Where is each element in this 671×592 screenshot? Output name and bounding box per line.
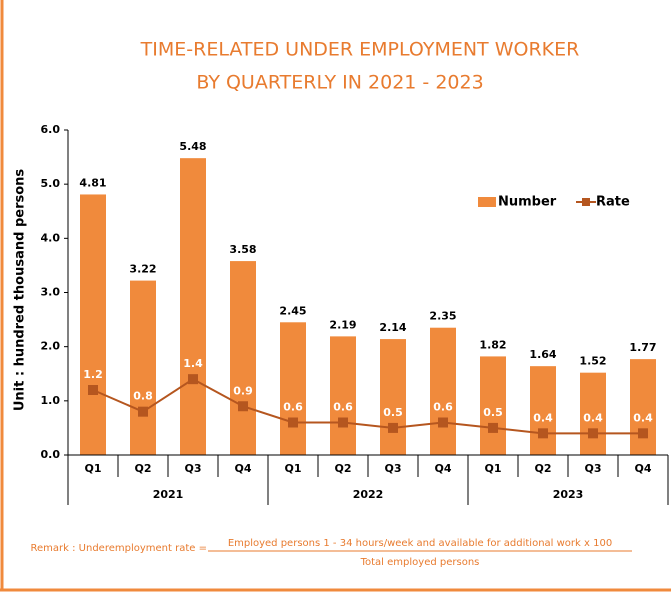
group-label: 2022 [353, 488, 384, 501]
x-tick-label: Q4 [434, 462, 451, 475]
rate-marker [488, 422, 498, 433]
group-label: 2021 [153, 488, 184, 501]
bar-value-label: 2.45 [279, 304, 306, 317]
bar [80, 194, 106, 456]
rate-line [92, 378, 643, 435]
bar-value-label: 1.82 [479, 338, 506, 351]
rate-marker [188, 374, 198, 385]
x-tick-label: Q4 [634, 462, 651, 475]
rate-marker [538, 428, 548, 439]
x-tick-label: Q3 [384, 462, 401, 475]
rate-value-label: 0.6 [333, 401, 353, 414]
rate-value-label: 0.9 [233, 384, 253, 397]
rate-value-label: 0.4 [533, 411, 553, 424]
y-axis-label: Unit : hundred thousand persons [13, 169, 28, 412]
bar-value-label: 2.35 [429, 310, 456, 323]
bar [380, 339, 406, 455]
rate-value-label: 1.4 [183, 357, 203, 370]
bar [280, 322, 306, 455]
bar-value-label: 3.58 [229, 243, 256, 256]
bar [480, 356, 506, 455]
legend-marker [582, 198, 590, 206]
y-tick-label: 1.0 [41, 394, 61, 407]
rate-value-label: 0.6 [283, 401, 303, 414]
legend-swatch [478, 197, 496, 207]
rate-marker [88, 385, 98, 395]
x-tick-label: Q1 [284, 462, 301, 475]
rate-marker [288, 417, 298, 428]
x-tick-label: Q2 [134, 462, 151, 475]
rate-marker [588, 428, 598, 439]
y-tick-label: 0.0 [41, 448, 61, 461]
bar-value-label: 5.48 [179, 140, 206, 153]
rate-value-label: 0.4 [583, 411, 603, 424]
rate-value-label: 0.6 [433, 401, 453, 414]
group-label: 2023 [553, 488, 584, 501]
bar-value-label: 2.19 [329, 318, 356, 331]
rate-value-label: 0.5 [483, 406, 503, 419]
bar [330, 336, 356, 455]
rate-marker [388, 422, 398, 433]
bar [230, 261, 256, 455]
rate-marker [438, 417, 448, 428]
rate-value-label: 1.2 [83, 368, 103, 381]
bar [130, 280, 156, 455]
rate-value-label: 0.4 [633, 411, 653, 424]
legend-label: Number [498, 195, 557, 210]
x-tick-label: Q2 [534, 462, 551, 475]
remark-denominator: Total employed persons [360, 557, 480, 568]
chart-title: TIME-RELATED UNDER EMPLOYMENT WORKER [140, 39, 580, 61]
rate-marker [238, 401, 248, 412]
bar-value-label: 1.64 [529, 348, 556, 361]
x-tick-label: Q1 [484, 462, 501, 475]
x-tick-label: Q4 [234, 462, 251, 475]
y-tick-label: 2.0 [41, 340, 61, 353]
chart-title: BY QUARTERLY IN 2021 - 2023 [196, 72, 483, 94]
x-tick-label: Q2 [334, 462, 351, 475]
legend-label: Rate [596, 195, 630, 210]
bar [580, 372, 606, 455]
rate-value-label: 0.5 [383, 406, 403, 419]
rate-marker [638, 428, 648, 439]
y-tick-label: 4.0 [41, 231, 61, 244]
remark-numerator: Employed persons 1 - 34 hours/week and a… [228, 538, 612, 549]
rate-value-label: 0.8 [133, 390, 153, 403]
bar-value-label: 1.77 [629, 341, 656, 354]
x-tick-label: Q1 [84, 462, 101, 475]
x-tick-label: Q3 [584, 462, 601, 475]
x-tick-label: Q3 [184, 462, 201, 475]
bar-value-label: 2.14 [379, 321, 406, 334]
bar [530, 366, 556, 455]
bar-value-label: 4.81 [79, 176, 106, 189]
y-tick-label: 6.0 [41, 123, 61, 136]
rate-marker [138, 406, 148, 417]
bar-value-label: 3.22 [129, 263, 156, 276]
y-tick-label: 3.0 [41, 286, 61, 299]
bar [630, 359, 656, 455]
bar [180, 158, 206, 455]
remark-label: Remark : Underemployment rate = [31, 543, 207, 554]
bar [430, 327, 456, 455]
bar-value-label: 1.52 [579, 355, 606, 368]
rate-marker [338, 417, 348, 428]
y-tick-label: 5.0 [41, 177, 61, 190]
